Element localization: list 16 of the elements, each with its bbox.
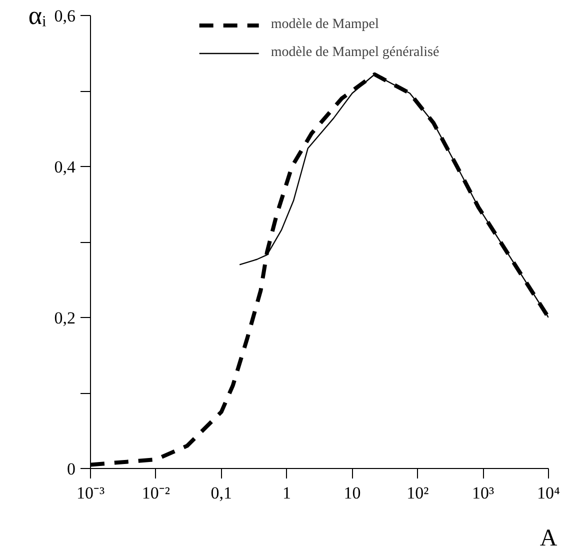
y-tick-label: 0,6 [54,6,76,26]
x-tick-label: 10³ [472,484,494,502]
y-axis-title: αᵢ [28,1,47,30]
x-tick-label: 0,1 [210,484,232,502]
y-tick-label: 0,4 [54,158,76,176]
x-axis-title: A [540,526,558,552]
x-tick-label: 10⁴ [537,484,560,502]
y-tick-label: 0 [67,460,76,478]
y-tick-label: 0,2 [54,308,76,328]
legend-label: modèle de Mampel [270,17,379,33]
legend-label: modèle de Mampel généralisé [270,45,440,61]
x-tick-label: 10⁻² [142,484,170,502]
x-tick-label: 10² [406,484,429,502]
x-tick-label: 1 [282,484,292,502]
x-tick-label: 10 [344,484,361,502]
x-tick-label: 10⁻³ [76,484,105,502]
